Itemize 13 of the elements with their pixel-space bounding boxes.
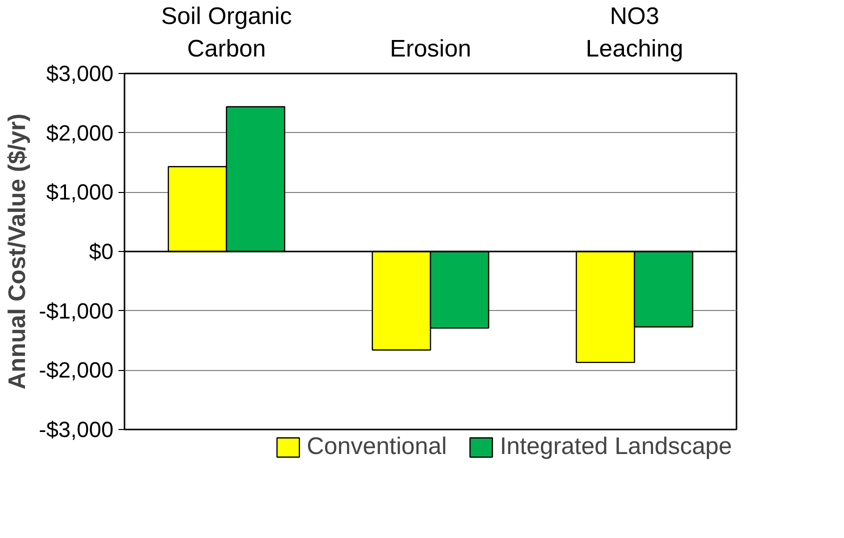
- x-tick-label: Erosion: [390, 36, 472, 62]
- y-tick-label: -$2,000: [38, 358, 114, 383]
- y-tick-label: $3,000: [46, 61, 114, 86]
- y-tick-label: -$3,000: [38, 417, 114, 442]
- x-tick-label: NO3 Leaching: [586, 3, 684, 62]
- y-tick-label: $1,000: [46, 180, 114, 205]
- y-tick-label: $2,000: [46, 120, 114, 146]
- y-tick-label: -$1,000: [38, 298, 114, 324]
- y-tick-label: $0: [89, 239, 114, 264]
- legend-label: Conventional: [306, 433, 447, 461]
- legend-label: Integrated Landscape: [500, 433, 732, 461]
- y-axis-title: Annual Cost/Value ($/yr): [4, 113, 31, 390]
- x-tick-label: Soil Organic Carbon: [161, 3, 292, 62]
